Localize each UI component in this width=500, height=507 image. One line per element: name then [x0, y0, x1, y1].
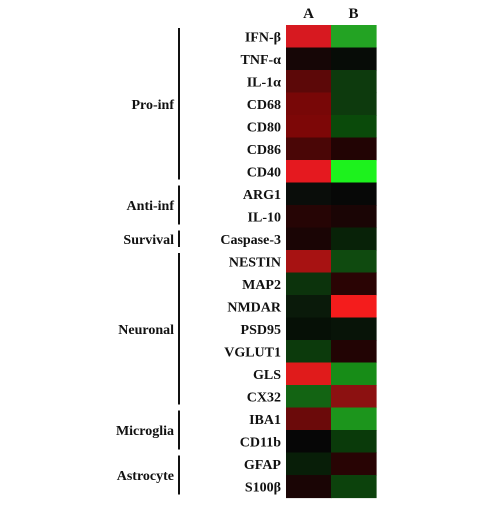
heatmap-cell [286, 205, 332, 229]
heatmap-cell [286, 317, 332, 341]
heatmap-cell [286, 25, 332, 49]
heatmap-cell [331, 340, 377, 364]
row-label: NESTIN [229, 255, 281, 270]
heatmap-cell [286, 160, 332, 184]
row-label: Caspase-3 [220, 233, 281, 248]
row-label: IL-10 [248, 210, 281, 225]
row-label: CD86 [247, 143, 281, 158]
heatmap-cell [331, 317, 377, 341]
heatmap-cell [331, 430, 377, 454]
heatmap-cells [286, 25, 377, 499]
heatmap-cell [286, 70, 332, 94]
heatmap-cell [286, 362, 332, 386]
heatmap-cell [331, 70, 377, 94]
heatmap-cell [331, 160, 377, 184]
row-label: CD11b [240, 435, 281, 450]
heatmap-cell [331, 92, 377, 116]
group-label: Microglia [116, 424, 174, 439]
group-label: Pro-inf [131, 98, 174, 113]
heatmap-cell [286, 115, 332, 139]
group-label: Astrocyte [117, 469, 174, 484]
row-label: CD68 [247, 98, 281, 113]
row-label: ARG1 [243, 188, 281, 203]
row-label: GFAP [244, 458, 282, 473]
row-label: GLS [253, 368, 281, 383]
heatmap-cell [286, 92, 332, 116]
heatmap-cell [286, 47, 332, 71]
row-groups: Pro-inf Anti-inf Survival Neuronal Microglia… [116, 28, 180, 495]
heatmap-cell [286, 430, 332, 454]
heatmap-cell [286, 340, 332, 364]
row-label: NMDAR [227, 300, 282, 315]
row-label: CX32 [247, 390, 281, 405]
heatmap-cell [286, 385, 332, 409]
group-label: Survival [123, 233, 174, 248]
heatmap-cell [331, 385, 377, 409]
column-label: B [348, 6, 358, 22]
row-label: TNF-α [241, 53, 282, 68]
heatmap-cell [331, 182, 377, 206]
heatmap-cell [331, 137, 377, 161]
group-label: Neuronal [118, 323, 174, 338]
group-label: Anti-inf [127, 199, 175, 214]
heatmap-cell [286, 452, 332, 476]
heatmap-cell [331, 407, 377, 431]
row-label: PSD95 [241, 323, 281, 338]
heatmap-cell [331, 452, 377, 476]
row-label: S100β [245, 480, 281, 495]
row-label: IBA1 [249, 413, 281, 428]
heatmap-cell [331, 205, 377, 229]
column-label: A [303, 6, 314, 22]
heatmap-cell [331, 115, 377, 139]
heatmap-cell [286, 227, 332, 251]
row-label: MAP2 [242, 278, 281, 293]
row-label: IFN-β [245, 30, 281, 45]
heatmap-cell [331, 295, 377, 319]
heatmap-cell [286, 475, 332, 499]
heatmap-cell [331, 250, 377, 274]
heatmap-cell [331, 362, 377, 386]
heatmap-cell [331, 25, 377, 49]
row-labels: IFN-β TNF-α IL-1α CD68 CD80 CD86 CD40 ARG1 IL-10… [220, 30, 282, 495]
row-label: IL-1α [247, 75, 281, 90]
heatmap-cell [331, 227, 377, 251]
heatmap-cell [331, 47, 377, 71]
heatmap-cell [286, 407, 332, 431]
row-label: VGLUT1 [224, 345, 281, 360]
heatmap-cell [286, 137, 332, 161]
heatmap-cell [286, 250, 332, 274]
heatmap-cell [331, 475, 377, 499]
heatmap-cell [286, 295, 332, 319]
row-label: CD80 [247, 120, 281, 135]
heatmap-cell [286, 182, 332, 206]
heatmap-cell [286, 272, 332, 296]
row-label: CD40 [247, 165, 281, 180]
heatmap-cell [331, 272, 377, 296]
